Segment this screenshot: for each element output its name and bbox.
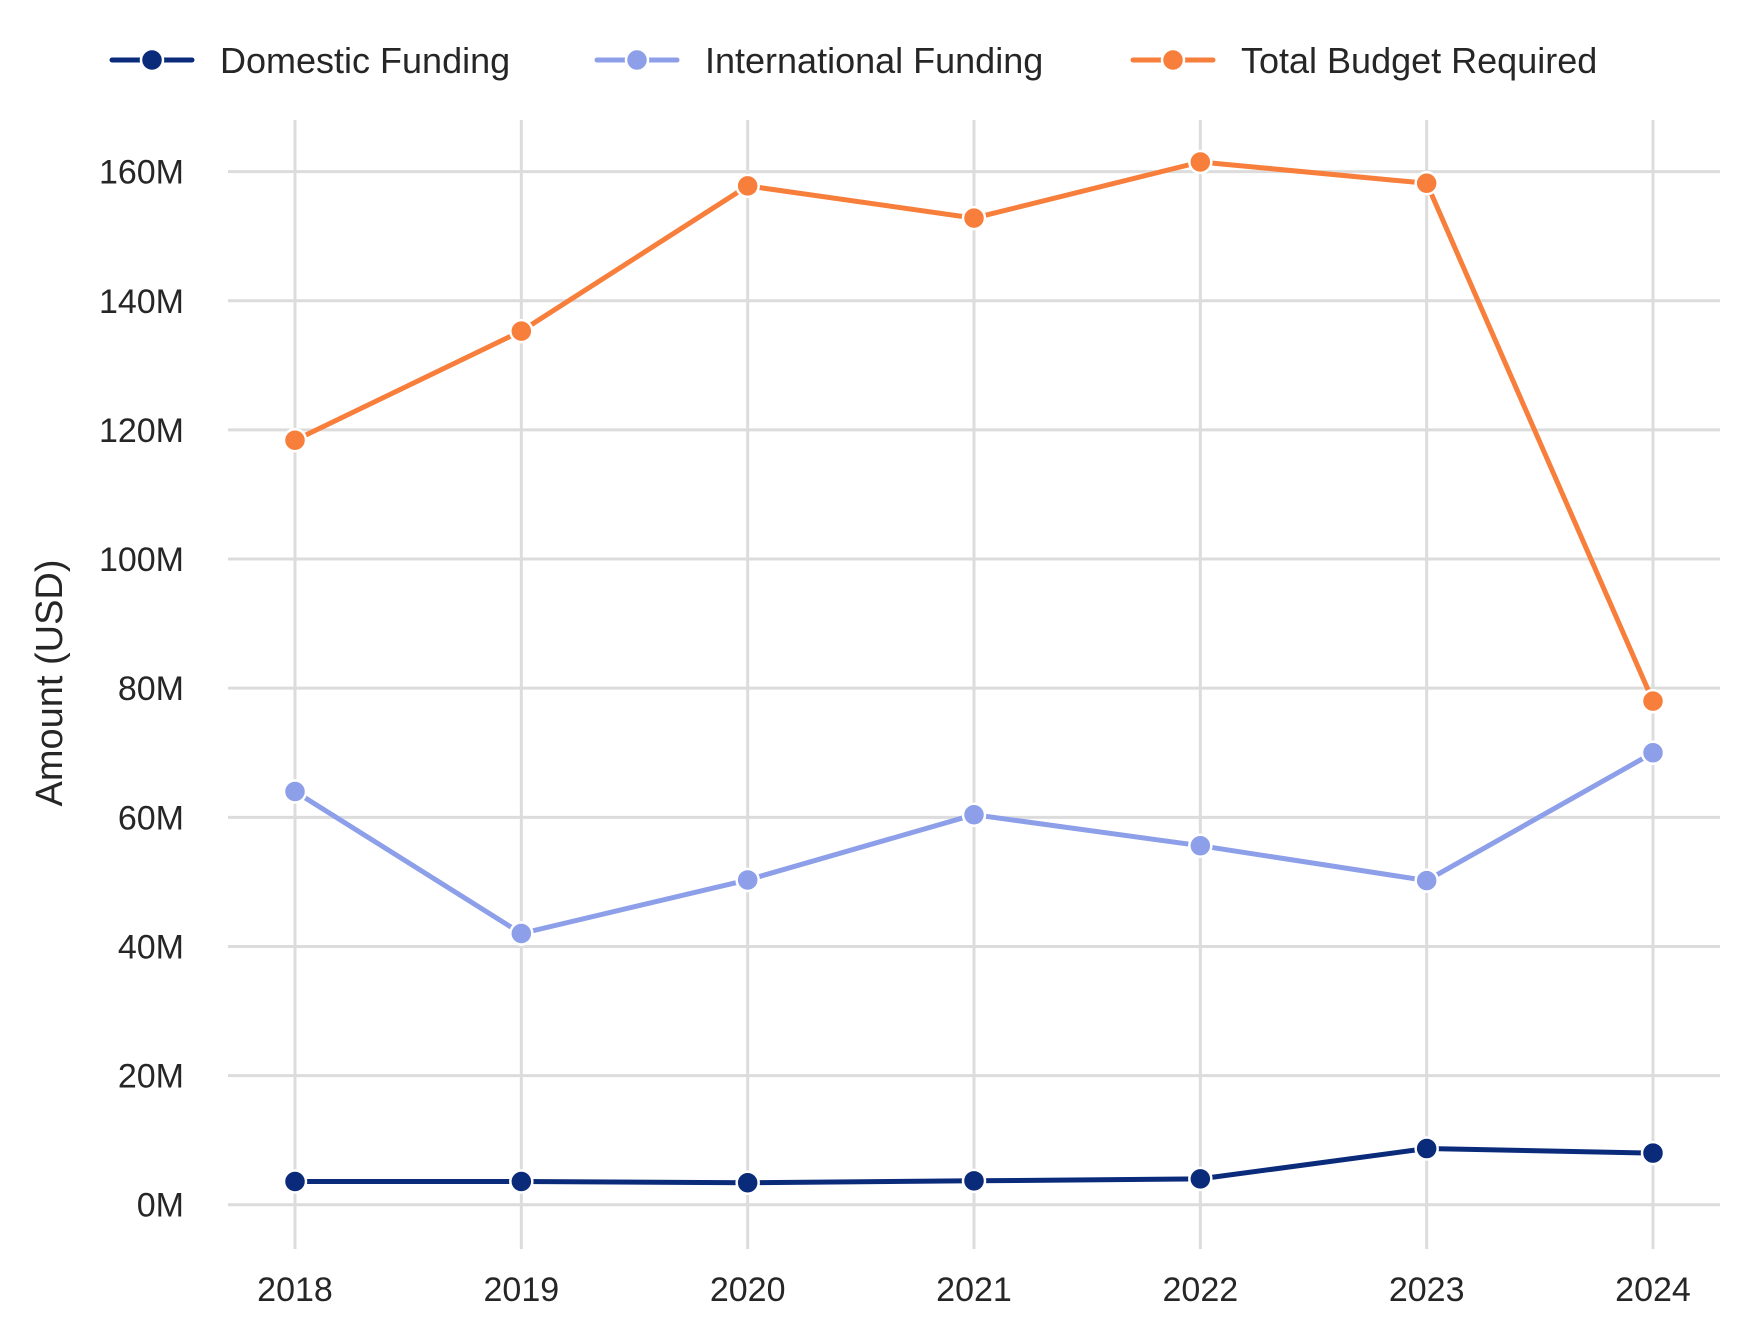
data-point[interactable] bbox=[735, 867, 760, 893]
legend-marker-icon bbox=[624, 47, 650, 73]
series-international-funding bbox=[282, 740, 1666, 946]
series-domestic-funding bbox=[282, 1136, 1666, 1196]
x-tick-label: 2024 bbox=[1615, 1271, 1691, 1309]
data-point[interactable] bbox=[735, 1170, 760, 1196]
data-point[interactable] bbox=[1414, 1136, 1439, 1161]
data-point[interactable] bbox=[282, 427, 308, 453]
y-tick-label: 100M bbox=[99, 541, 184, 579]
data-point[interactable] bbox=[1188, 149, 1213, 175]
data-point[interactable] bbox=[961, 802, 987, 827]
data-point[interactable] bbox=[1188, 1166, 1213, 1192]
data-point[interactable] bbox=[1640, 688, 1666, 714]
data-point[interactable] bbox=[509, 1169, 534, 1194]
y-tick-label: 80M bbox=[118, 670, 184, 708]
legend-label: International Funding bbox=[705, 40, 1043, 81]
legend[interactable]: Domestic Funding International Funding Tot… bbox=[109, 40, 1597, 81]
x-tick-label: 2019 bbox=[484, 1271, 560, 1309]
data-point[interactable] bbox=[1414, 868, 1439, 893]
y-tick-label: 40M bbox=[118, 928, 184, 966]
legend-marker-icon bbox=[139, 47, 165, 73]
data-point[interactable] bbox=[509, 318, 534, 344]
data-point[interactable] bbox=[282, 1169, 308, 1194]
data-point[interactable] bbox=[1414, 171, 1439, 196]
legend-item[interactable]: International Funding bbox=[594, 40, 1043, 81]
y-tick-label: 20M bbox=[118, 1058, 184, 1096]
y-axis-title: Amount (USD) bbox=[29, 559, 71, 806]
x-tick-label: 2021 bbox=[936, 1271, 1012, 1309]
y-tick-label: 140M bbox=[99, 283, 184, 321]
legend-marker-icon bbox=[1160, 47, 1186, 73]
data-point[interactable] bbox=[1640, 740, 1666, 766]
series-total-budget-required bbox=[282, 149, 1666, 714]
data-point[interactable] bbox=[1640, 1140, 1666, 1166]
data-point[interactable] bbox=[735, 173, 760, 199]
legend-label: Total Budget Required bbox=[1241, 40, 1597, 81]
x-tick-label: 2018 bbox=[257, 1271, 333, 1309]
data-point[interactable] bbox=[509, 921, 534, 946]
data-point[interactable] bbox=[1188, 833, 1213, 858]
y-tick-label: 160M bbox=[99, 154, 184, 192]
x-tick-label: 2023 bbox=[1389, 1271, 1465, 1309]
y-tick-label: 0M bbox=[137, 1187, 184, 1225]
y-axis: Amount (USD) 0M 20M 40M 60M 80M 100M 120M 140M 1… bbox=[29, 154, 184, 1225]
grid bbox=[228, 120, 1720, 1249]
y-tick-label: 120M bbox=[99, 412, 184, 450]
data-point[interactable] bbox=[961, 1168, 987, 1194]
x-axis: 2018 2019 2020 2021 2022 2023 2024 bbox=[257, 1271, 1691, 1309]
x-tick-label: 2022 bbox=[1163, 1271, 1239, 1309]
series-group bbox=[282, 149, 1666, 1196]
legend-item[interactable]: Total Budget Required bbox=[1130, 40, 1597, 81]
x-tick-label: 2020 bbox=[710, 1271, 786, 1309]
legend-label: Domestic Funding bbox=[220, 40, 510, 81]
data-point[interactable] bbox=[961, 205, 987, 231]
legend-item[interactable]: Domestic Funding bbox=[109, 40, 510, 81]
data-point[interactable] bbox=[282, 779, 308, 804]
y-tick-label: 60M bbox=[118, 799, 184, 837]
